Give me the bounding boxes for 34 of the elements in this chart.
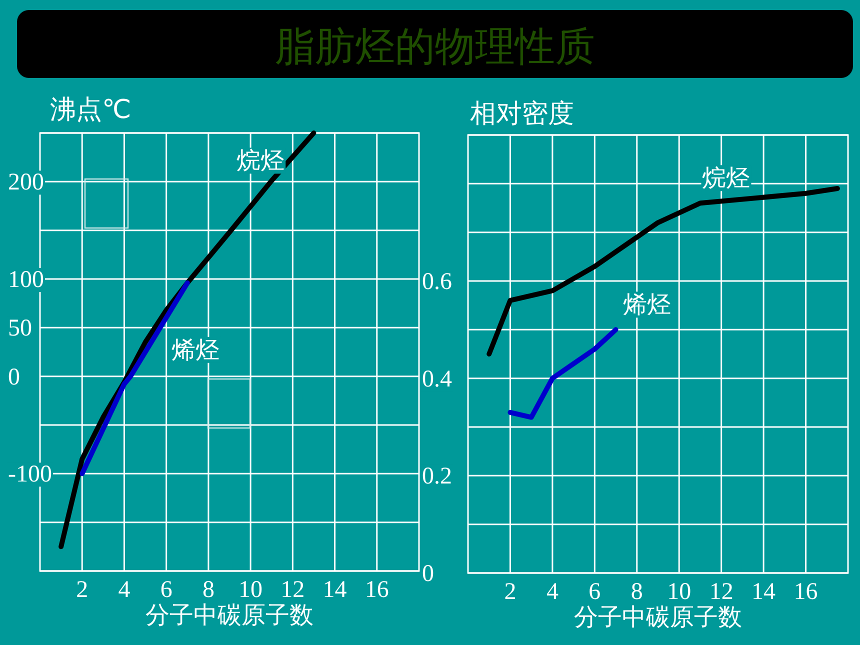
x-tick-label: 14 <box>752 579 776 605</box>
y-tick-label: 100 <box>8 267 44 293</box>
x-tick-label: 12 <box>709 579 734 605</box>
y-tick-label: 0 <box>422 561 434 587</box>
x-axis-title: 分子中碳原子数 <box>146 601 314 629</box>
x-tick-label: 10 <box>238 577 263 603</box>
y-axis-title: 沸点℃ <box>50 95 132 125</box>
x-tick-label: 2 <box>504 579 516 605</box>
y-tick-label: 200 <box>8 170 44 196</box>
x-tick-label: 12 <box>280 577 305 603</box>
x-tick-label: 8 <box>630 579 643 605</box>
x-tick-label: 16 <box>794 579 818 605</box>
x-tick-label: 6 <box>588 579 601 605</box>
y-tick-label: 0.2 <box>422 464 452 490</box>
series-label: 烯烃 <box>622 290 671 319</box>
y-tick-label: 50 <box>8 316 32 342</box>
x-tick-label: 4 <box>118 577 130 603</box>
x-tick-label: 8 <box>202 577 214 603</box>
y-tick-label: 0 <box>8 364 20 390</box>
x-tick-label: 2 <box>76 577 88 603</box>
x-tick-label: 4 <box>546 579 558 605</box>
y-tick-label: 0.4 <box>422 366 452 392</box>
y-tick-label: -100 <box>8 462 52 488</box>
x-axis-title: 分子中碳原子数 <box>574 603 742 631</box>
y-tick-label: 0.6 <box>422 269 452 295</box>
series-label: 烷烃 <box>236 146 285 175</box>
x-tick-label: 10 <box>667 579 692 605</box>
chart-title: 脂肪烃的物理性质 <box>275 24 595 70</box>
x-tick-label: 16 <box>364 577 389 603</box>
y-axis-title: 相对密度 <box>470 99 574 129</box>
x-tick-label: 14 <box>322 577 347 603</box>
series-label: 烷烃 <box>702 164 750 192</box>
series-label: 烯烃 <box>171 336 220 364</box>
x-tick-label: 6 <box>160 577 172 603</box>
